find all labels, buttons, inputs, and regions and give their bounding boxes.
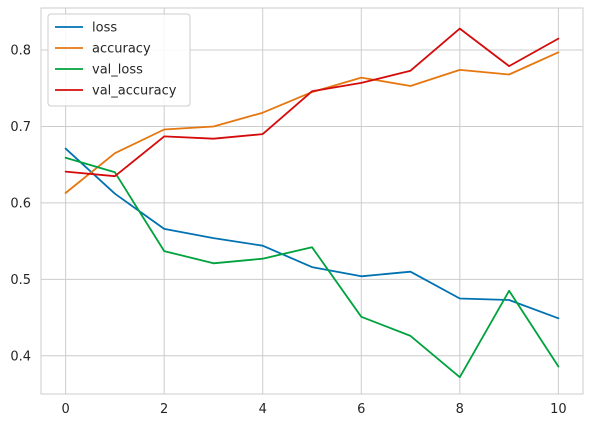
legend-label: accuracy — [92, 42, 151, 57]
series-line-val-loss — [64, 156, 560, 379]
x-tick-label: 10 — [550, 402, 567, 417]
series-layer — [64, 27, 560, 379]
x-axis-ticks: 0 2 4 6 8 10 — [61, 402, 566, 417]
legend-box — [47, 13, 191, 107]
x-tick-label: 6 — [357, 402, 365, 417]
series-line-loss — [64, 147, 560, 320]
legend-label: val_accuracy — [92, 84, 177, 99]
legend-label: val_loss — [92, 63, 143, 78]
x-tick-label: 0 — [61, 402, 69, 417]
y-tick-label: 0.8 — [10, 44, 31, 59]
y-axis-ticks: 0.4 0.5 0.6 0.7 0.8 — [10, 44, 31, 365]
legend-label: loss — [92, 21, 117, 36]
y-tick-label: 0.7 — [10, 120, 31, 135]
x-tick-label: 4 — [259, 402, 267, 417]
y-tick-label: 0.5 — [10, 273, 31, 288]
y-tick-label: 0.4 — [10, 349, 31, 364]
x-tick-label: 8 — [456, 402, 464, 417]
x-tick-label: 2 — [160, 402, 168, 417]
y-tick-label: 0.6 — [10, 196, 31, 211]
series-line-val-accuracy — [64, 27, 560, 178]
legend: loss accuracy val_loss val_accuracy — [47, 13, 191, 107]
